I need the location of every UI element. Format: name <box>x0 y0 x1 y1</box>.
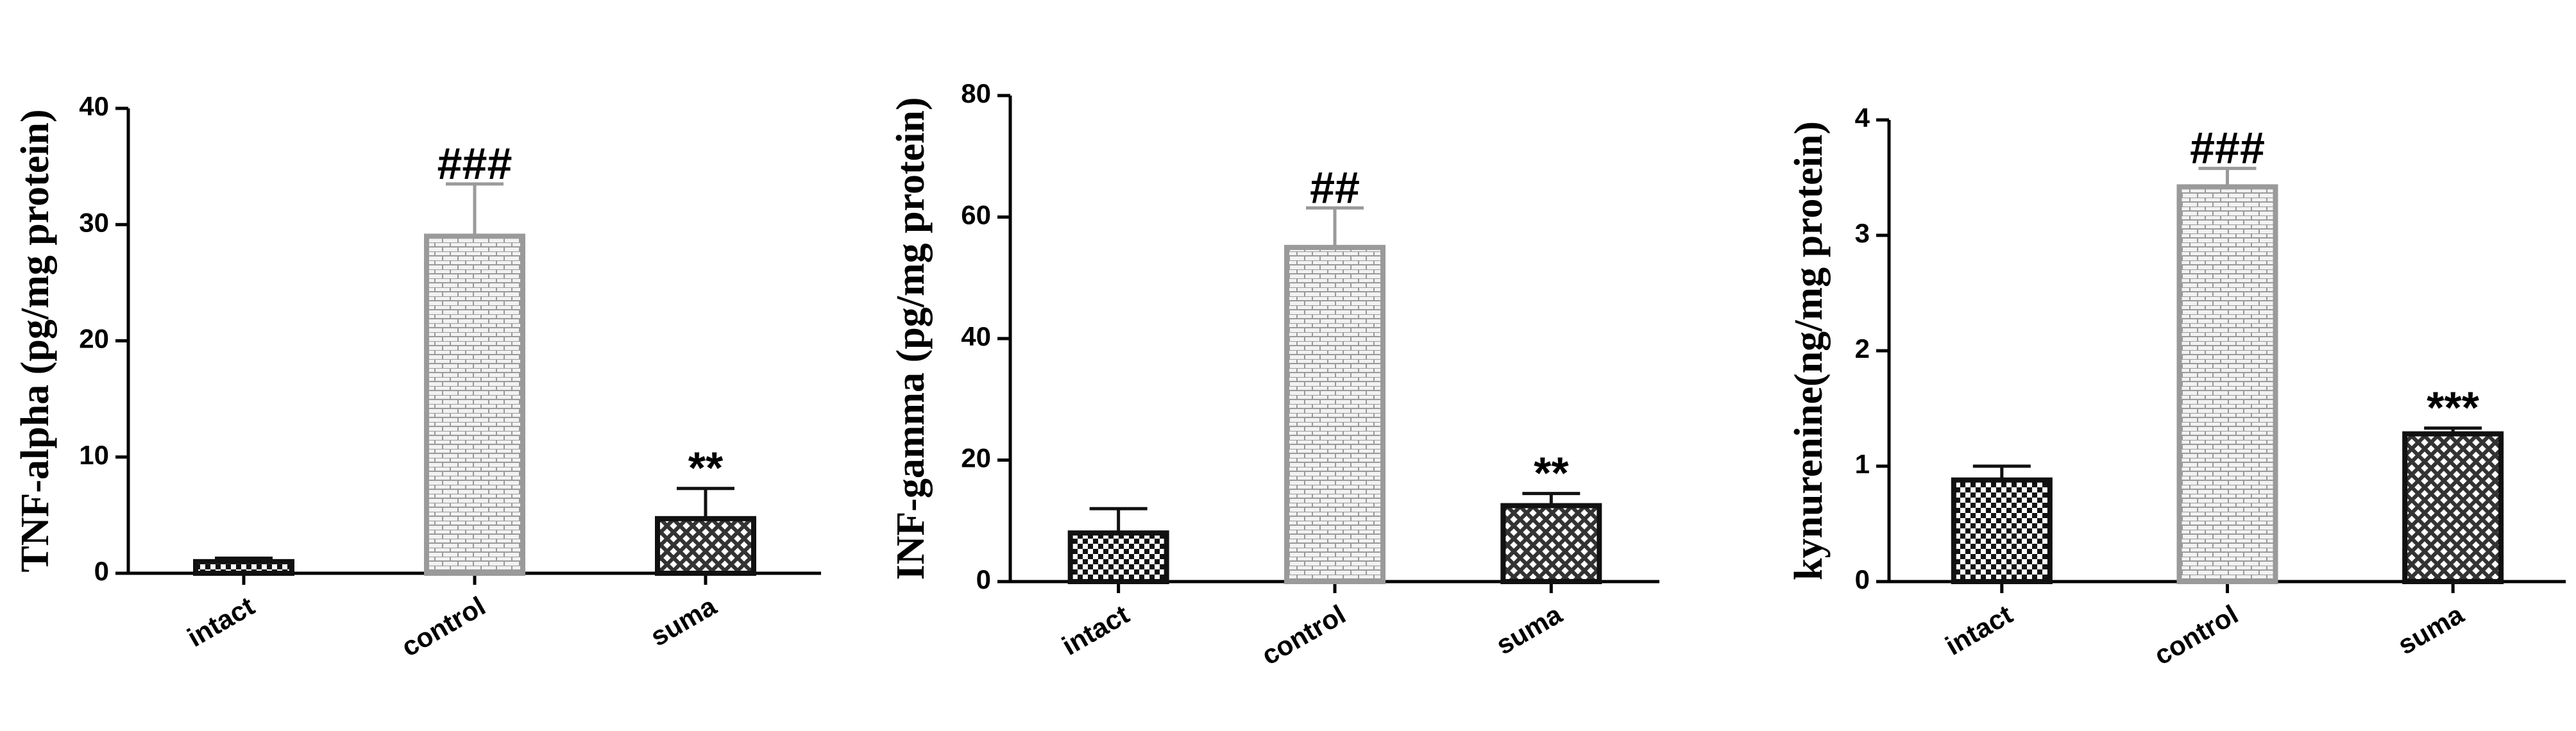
bar <box>1284 244 1385 584</box>
bar <box>1951 477 2053 584</box>
y-tick-label: 20 <box>79 324 109 354</box>
bar <box>2176 184 2278 584</box>
y-axis-label: kynurenine(ng/mg protein) <box>1787 121 1831 580</box>
bar <box>2402 431 2504 584</box>
y-tick-label: 1 <box>1855 449 1870 479</box>
bar <box>655 516 756 576</box>
significance-label: ** <box>1534 448 1569 498</box>
y-tick-label: 80 <box>961 78 991 108</box>
bar <box>424 233 525 576</box>
bar <box>193 559 294 576</box>
significance-label: ### <box>437 139 513 189</box>
bar <box>1500 503 1602 584</box>
x-tick-label: control <box>1257 599 1351 671</box>
x-tick-label: suma <box>1491 599 1567 660</box>
significance-label: ### <box>2190 123 2265 173</box>
y-axis-label: TNF-alpha (pg/mg protein) <box>13 109 57 572</box>
x-tick-label: intact <box>1940 599 2018 661</box>
x-tick-label: intact <box>182 591 260 653</box>
bar <box>1067 530 1169 585</box>
y-tick-label: 20 <box>961 443 991 473</box>
y-tick-label: 30 <box>79 207 109 237</box>
y-tick-label: 0 <box>94 556 109 586</box>
y-tick-label: 10 <box>79 440 109 470</box>
x-tick-label: suma <box>2393 599 2469 660</box>
y-tick-label: 60 <box>961 200 991 230</box>
y-tick-label: 3 <box>1855 218 1870 248</box>
y-tick-label: 40 <box>79 91 109 121</box>
x-tick-label: suma <box>645 591 722 652</box>
y-tick-label: 4 <box>1855 103 1870 133</box>
x-tick-label: control <box>396 591 491 662</box>
significance-label: *** <box>2427 383 2479 433</box>
significance-label: ## <box>1310 162 1360 212</box>
x-tick-label: control <box>2149 599 2243 671</box>
y-tick-label: 0 <box>976 564 991 594</box>
y-tick-label: 0 <box>1855 564 1870 594</box>
y-tick-label: 40 <box>961 321 991 351</box>
significance-label: ** <box>688 443 724 493</box>
y-tick-label: 2 <box>1855 333 1870 364</box>
y-axis-label: INF-gamma (pg/mg protein) <box>889 97 933 580</box>
x-tick-label: intact <box>1057 599 1135 661</box>
